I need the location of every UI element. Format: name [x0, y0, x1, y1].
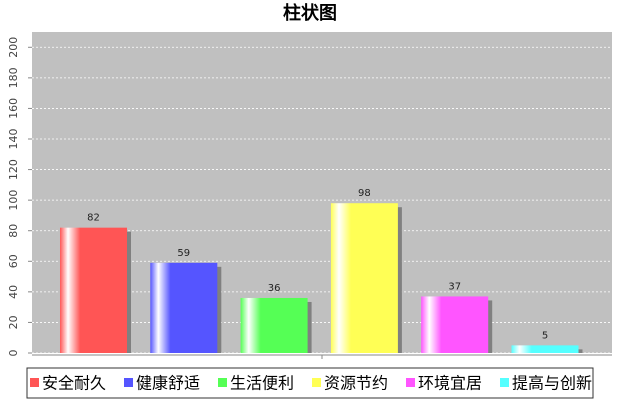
value-label: 36 [268, 283, 281, 294]
legend-label: 生活便利 [230, 374, 294, 393]
legend-swatch [500, 378, 509, 387]
y-tick-label: 40 [7, 285, 20, 299]
y-tick-label: 100 [7, 190, 20, 211]
bar [150, 262, 218, 353]
bar [511, 345, 579, 353]
legend-label: 资源节约 [324, 374, 388, 393]
legend-swatch [406, 378, 415, 387]
legend-swatch [124, 378, 133, 387]
y-tick-label: 180 [7, 67, 20, 88]
y-tick-label: 120 [7, 159, 20, 180]
y-tick-label: 160 [7, 98, 20, 119]
value-label: 37 [448, 281, 461, 292]
value-label: 98 [358, 188, 371, 199]
y-tick-label: 60 [7, 254, 20, 268]
chart-title: 柱状图 [283, 2, 337, 24]
legend-swatch [30, 378, 39, 387]
legend-label: 安全耐久 [42, 374, 106, 393]
legend-label: 提高与创新 [512, 374, 592, 393]
y-tick-label: 200 [7, 37, 20, 58]
bar [421, 296, 489, 353]
legend-swatch [312, 378, 321, 387]
legend-label: 环境宜居 [418, 374, 482, 393]
value-label: 5 [542, 330, 548, 341]
bar [330, 203, 398, 353]
y-tick-label: 20 [7, 315, 20, 329]
bar [240, 297, 308, 353]
y-tick-label: 0 [7, 350, 20, 357]
legend-label: 健康舒适 [136, 374, 200, 393]
bar [60, 227, 127, 353]
y-tick-label: 80 [7, 224, 20, 238]
y-tick-label: 140 [7, 129, 20, 150]
value-label: 59 [177, 248, 190, 259]
legend-box [26, 367, 594, 399]
value-label: 82 [87, 213, 100, 224]
legend-swatch [218, 378, 227, 387]
